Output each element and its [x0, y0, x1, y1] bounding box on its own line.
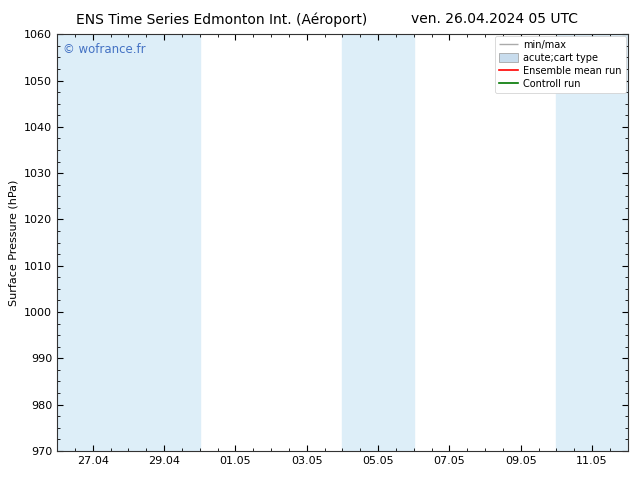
Text: ven. 26.04.2024 05 UTC: ven. 26.04.2024 05 UTC	[411, 12, 578, 26]
Bar	[57, 34, 200, 451]
Bar	[557, 34, 628, 451]
Legend: min/max, acute;cart type, Ensemble mean run, Controll run: min/max, acute;cart type, Ensemble mean …	[495, 36, 626, 93]
Text: © wofrance.fr: © wofrance.fr	[63, 43, 145, 56]
Text: ENS Time Series Edmonton Int. (Aéroport): ENS Time Series Edmonton Int. (Aéroport)	[76, 12, 368, 27]
Bar	[342, 34, 413, 451]
Y-axis label: Surface Pressure (hPa): Surface Pressure (hPa)	[8, 179, 18, 306]
